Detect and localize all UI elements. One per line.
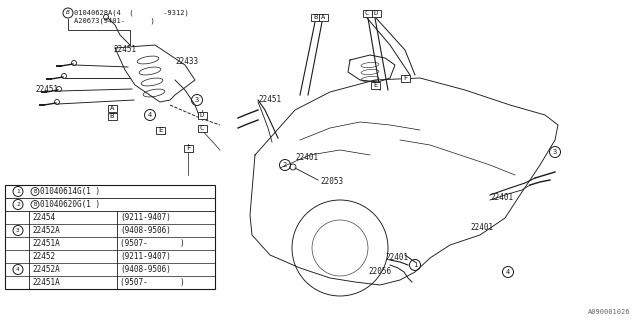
Bar — [108, 113, 116, 119]
Circle shape — [290, 164, 296, 170]
Text: 22454: 22454 — [32, 213, 55, 222]
Text: 22452A: 22452A — [32, 226, 60, 235]
Text: A: A — [321, 14, 325, 20]
Text: C: C — [365, 10, 369, 16]
Text: A20673(9401-      ): A20673(9401- ) — [74, 18, 155, 24]
Bar — [184, 145, 193, 151]
Text: (9507-       ): (9507- ) — [120, 278, 185, 287]
Text: 3: 3 — [16, 228, 20, 233]
Text: B: B — [313, 14, 317, 20]
Text: 01040614G(1 ): 01040614G(1 ) — [40, 187, 100, 196]
Circle shape — [54, 100, 60, 105]
Circle shape — [61, 74, 67, 78]
Text: A: A — [110, 105, 114, 111]
Text: (9507-       ): (9507- ) — [120, 239, 185, 248]
Text: 22401: 22401 — [470, 223, 493, 233]
Text: 2: 2 — [16, 202, 20, 207]
Text: D: D — [200, 112, 204, 118]
Text: 22056: 22056 — [368, 268, 391, 276]
Text: 22401: 22401 — [295, 154, 318, 163]
Text: B: B — [66, 11, 70, 15]
Text: 1: 1 — [413, 262, 417, 268]
Text: D: D — [374, 10, 378, 16]
Text: (9211-9407): (9211-9407) — [120, 252, 171, 261]
Text: 3: 3 — [195, 97, 199, 103]
Circle shape — [63, 8, 73, 18]
Text: 22451A: 22451A — [32, 239, 60, 248]
Text: 22401: 22401 — [385, 253, 408, 262]
Text: F: F — [186, 145, 190, 151]
Bar — [401, 75, 410, 82]
Text: (9408-9506): (9408-9506) — [120, 265, 171, 274]
Text: B: B — [110, 113, 114, 119]
Text: 01040628A(4  (       -9312): 01040628A(4 ( -9312) — [74, 10, 189, 16]
Bar — [198, 124, 207, 132]
Bar — [371, 10, 381, 17]
Circle shape — [104, 14, 109, 20]
Circle shape — [56, 86, 61, 92]
Text: E: E — [158, 127, 162, 133]
Text: 4: 4 — [148, 112, 152, 118]
Text: 22452: 22452 — [32, 252, 55, 261]
Text: 4: 4 — [506, 269, 510, 275]
Text: 4: 4 — [16, 267, 20, 272]
Bar — [5, 185, 215, 289]
Circle shape — [72, 60, 77, 66]
Text: 2: 2 — [283, 162, 287, 168]
Bar — [362, 10, 371, 17]
Text: 22451A: 22451A — [32, 278, 60, 287]
Text: 1: 1 — [16, 189, 20, 194]
Text: 22451: 22451 — [35, 85, 58, 94]
Bar — [310, 13, 319, 20]
Bar — [108, 105, 116, 111]
Text: B: B — [33, 189, 36, 194]
Text: C: C — [200, 125, 204, 131]
Text: (9211-9407): (9211-9407) — [120, 213, 171, 222]
Text: E: E — [373, 82, 377, 88]
Circle shape — [31, 201, 39, 209]
Text: F: F — [403, 75, 407, 81]
Text: 22451: 22451 — [113, 45, 136, 54]
Text: (9408-9506): (9408-9506) — [120, 226, 171, 235]
Bar — [156, 126, 164, 133]
Text: 22401: 22401 — [490, 194, 513, 203]
Text: 22452A: 22452A — [32, 265, 60, 274]
Text: 22053: 22053 — [320, 178, 343, 187]
Text: B: B — [33, 202, 36, 207]
Text: 01040620G(1 ): 01040620G(1 ) — [40, 200, 100, 209]
Text: 22451: 22451 — [258, 95, 281, 105]
Bar — [371, 82, 380, 89]
Text: 22433: 22433 — [175, 58, 198, 67]
Bar — [319, 13, 328, 20]
Circle shape — [31, 188, 39, 196]
Text: 3: 3 — [553, 149, 557, 155]
Bar — [198, 111, 207, 118]
Text: A090001026: A090001026 — [588, 309, 630, 315]
